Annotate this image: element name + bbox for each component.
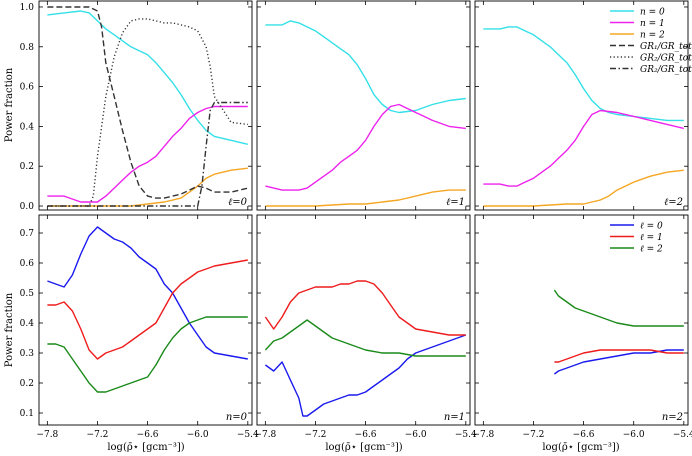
legend-label: n = 0 [640,8,665,18]
panel-top-left: 0.0 0.2 0.4 0.6 0.8 1.0 ℓ=0 [20,0,253,212]
panel-annotation: n=2 [662,412,683,423]
series-group [483,26,684,207]
legend-label: GR₁/GR_tot [640,42,692,52]
y-tick-label: 0.4 [20,122,35,132]
panel-bottom-middle: −7.8 −7.2 −6.6 −6.0 −5.4 n=1 [254,214,477,440]
x-tick-label: −7.2 [87,430,109,440]
series-line-2 [265,189,466,207]
series-line-1 [265,103,466,191]
x-tick-label: −5.4 [673,430,692,440]
series-group [553,289,684,375]
legend-label: n = 1 [640,19,665,29]
y-tick-label: 0.7 [20,229,35,239]
panel-annotation: ℓ=2 [664,197,683,208]
x-tick-label: −7.8 [472,430,494,440]
xlabel-right: log(ρ̄⋆ [gcm⁻³]) [542,442,619,453]
y-tick-label: 0.6 [20,83,35,93]
axes-frame [474,0,689,211]
series-group [265,20,466,207]
x-tick-label: −6.0 [623,430,645,440]
y-tick-label: 0.6 [20,259,35,269]
panel-bottom-right: −7.8 −7.2 −6.6 −6.0 −5.4 n=2 ℓ = 0ℓ = 1 ℓ = 2 [472,214,692,440]
bottom-ylabel: Power fraction [4,292,15,367]
series-line-0 [265,20,466,114]
x-tick-label: −7.8 [36,430,58,440]
series-group [264,280,467,417]
panel-annotation: n=0 [226,412,248,423]
legend-label: ℓ = 0 [640,222,663,232]
y-tick-label: 0.5 [20,289,35,299]
series-line-2 [553,289,684,327]
y-tick-label: 0.2 [20,379,34,389]
series-group [47,6,248,207]
x-tick-label: −7.8 [254,430,276,440]
series-line-1 [264,280,466,336]
x-tick-label: −6.0 [187,430,209,440]
top-ylabel: Power fraction [4,67,15,142]
axes-frame [38,0,253,211]
x-tick-label: −7.2 [305,430,327,440]
legend: ℓ = 0ℓ = 1 ℓ = 2 [610,222,663,255]
panel-annotation: n=1 [444,412,465,423]
series-line-4 [47,18,248,207]
y-tick-label: 0.3 [20,349,35,359]
legend-label: n = 2 [640,31,665,41]
y-tick-label: 0.4 [20,319,35,329]
panel-bottom-left: −7.8 −7.2 −6.6 −6.0 −5.4 0.1 0.2 0.3 0.4 0.5 0.6 0.… [20,214,259,440]
axes-frame [256,214,471,426]
xlabel-middle: log(ρ̄⋆ [gcm⁻³]) [325,442,402,453]
x-tick-label: −6.0 [405,430,427,440]
x-tick-label: −6.6 [137,430,159,440]
series-group [47,226,248,393]
legend-label: GR₂/GR_tot [640,65,692,75]
panel-top-middle: ℓ=1 [256,0,471,211]
x-tick-label: −6.6 [355,430,377,440]
series-line-5 [47,101,248,207]
series-line-1 [554,349,684,363]
series-line-3 [47,6,248,199]
series-line-0 [553,349,684,375]
series-line-0 [47,10,248,145]
x-tick-label: −5.4 [237,430,259,440]
series-line-0 [47,226,248,360]
panel-annotation: ℓ=0 [228,197,248,208]
y-tick-label: 0.1 [20,409,34,419]
series-line-1 [47,259,248,360]
y-tick-label: 1.0 [20,3,35,13]
series-line-2 [483,169,684,207]
series-line-2 [264,319,466,357]
series-line-2 [47,316,248,393]
legend-label: GR₂/GR_tot [640,54,692,64]
axes-frame [474,214,689,426]
legend-label: ℓ = 2 [640,245,663,255]
x-tick-label: −5.4 [455,430,477,440]
panel-annotation: ℓ=1 [446,197,465,208]
y-tick-label: 0.0 [20,202,35,212]
x-tick-label: −6.6 [573,430,595,440]
legend-label: ℓ = 1 [640,233,663,243]
x-tick-label: −7.2 [523,430,545,440]
xlabel-left: log(ρ̄⋆ [gcm⁻³]) [107,442,184,453]
y-tick-label: 0.8 [20,43,35,53]
y-tick-label: 0.2 [20,162,34,172]
series-line-0 [264,334,467,417]
axes-frame [38,214,253,426]
axes-frame [256,0,471,211]
series-line-1 [47,105,248,203]
series-line-1 [483,109,684,187]
